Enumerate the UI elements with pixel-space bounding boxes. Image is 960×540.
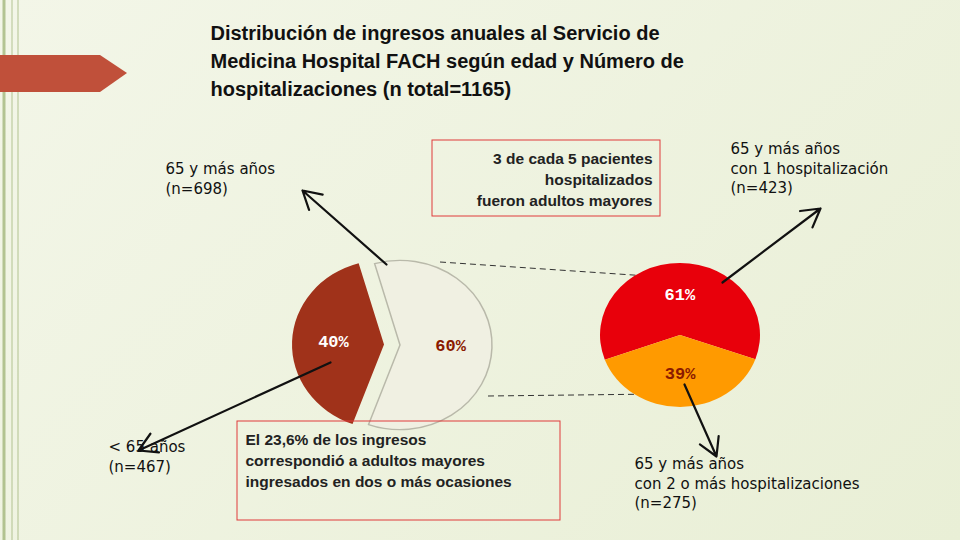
svg-text:65 y más añoscon 2 o más hospi: 65 y más añoscon 2 o más hospitalizacion… <box>635 455 860 512</box>
svg-text:65 y más añoscon 1 hospitaliza: 65 y más añoscon 1 hospitalización(n=423… <box>731 140 889 197</box>
svg-text:Distribución de ingresos anual: Distribución de ingresos anuales al Serv… <box>211 22 684 100</box>
svg-text:61%: 61% <box>665 286 696 305</box>
svg-text:< 65 años(n=467): < 65 años(n=467) <box>109 438 186 476</box>
svg-text:39%: 39% <box>665 365 696 384</box>
svg-text:60%: 60% <box>435 337 466 356</box>
svg-text:65 y más años(n=698): 65 y más años(n=698) <box>166 160 276 198</box>
svg-text:El 23,6% de los ingresoscorres: El 23,6% de los ingresoscorrespondió a a… <box>246 431 512 490</box>
svg-text:3 de cada 5 pacienteshospitali: 3 de cada 5 pacienteshospitalizadosfuero… <box>477 150 653 209</box>
svg-text:40%: 40% <box>318 333 349 352</box>
